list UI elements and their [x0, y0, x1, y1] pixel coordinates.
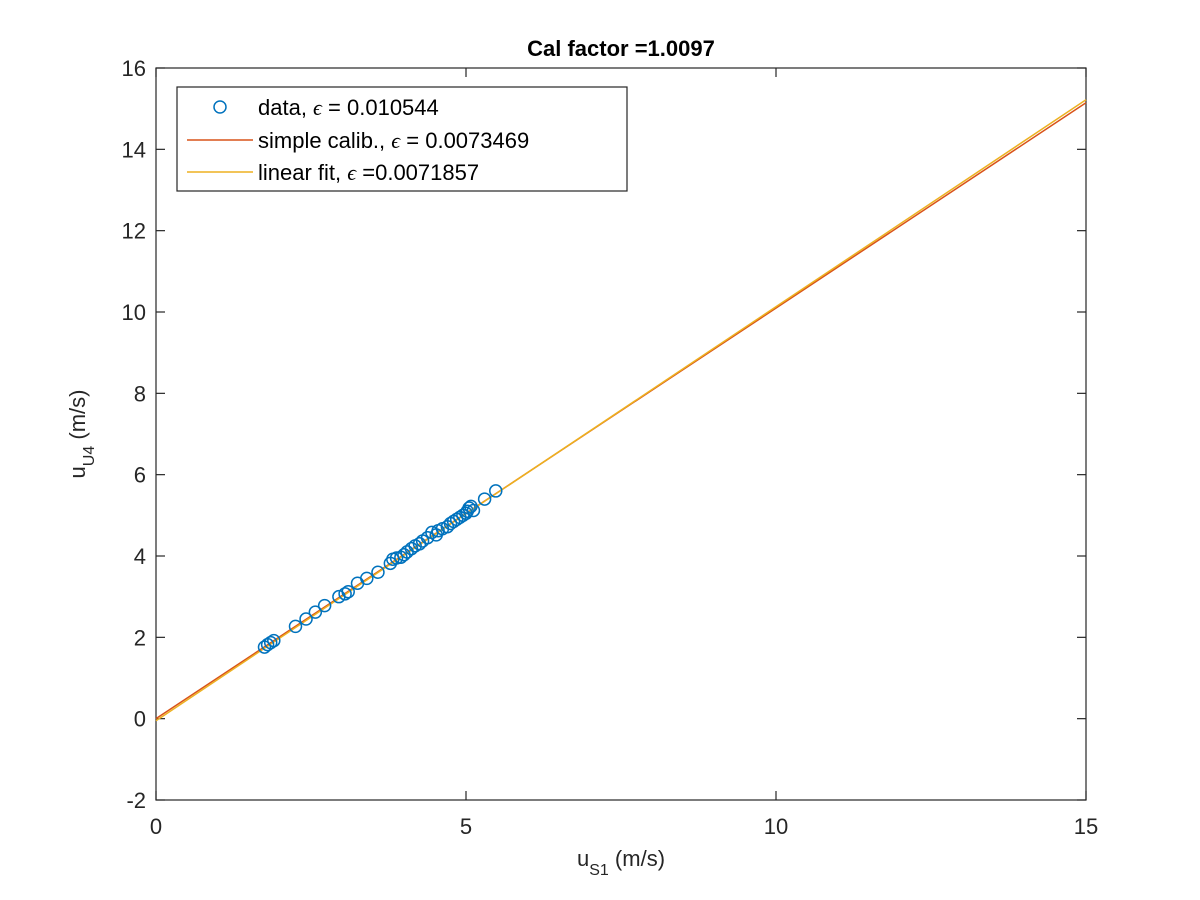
data-point	[371, 565, 385, 580]
data-point	[267, 633, 281, 648]
x-axis-label-base: u	[577, 846, 589, 871]
legend-entry-linear-eps: ϵ	[347, 160, 357, 185]
x-tick-label: 15	[1074, 814, 1098, 839]
legend-entry-data-eps: ϵ	[313, 95, 323, 120]
data-point	[477, 492, 492, 506]
data-point	[263, 635, 278, 650]
y-tick-label: 6	[134, 463, 146, 488]
y-tick-label: 16	[122, 56, 146, 81]
ticks	[155, 67, 1087, 801]
y-tick-label: 2	[134, 625, 146, 650]
legend-entry-data-post: = 0.010544	[322, 95, 439, 120]
data-point	[466, 503, 481, 518]
data-point	[489, 484, 503, 498]
data-point	[308, 605, 323, 619]
legend-entry-data-pre: data,	[258, 95, 313, 120]
data-point	[389, 551, 404, 565]
y-axis-label-sub: U4	[81, 446, 98, 467]
y-tick-label: -2	[126, 788, 146, 813]
data-point	[299, 612, 313, 626]
x-axis-label-sub: S1	[589, 862, 609, 879]
x-tick-labels: 0 5 10 15	[150, 814, 1098, 839]
y-axis-label-base: u	[65, 466, 90, 478]
legend-marker-data	[213, 100, 227, 114]
y-axis-label: uU4 (m/s)	[65, 390, 98, 479]
legend-entry-simple-pre: simple calib.,	[258, 128, 391, 153]
legend-box	[176, 86, 628, 192]
y-tick-label: 4	[134, 544, 146, 569]
x-tick-label: 5	[460, 814, 472, 839]
legend-entry-simple-post: = 0.0073469	[400, 128, 529, 153]
y-axis-label-unit: (m/s)	[65, 390, 90, 446]
data-point	[317, 598, 332, 613]
y-tick-labels: -2 0 2 4 6 8 10 12 14 16	[122, 56, 146, 813]
y-tick-label: 14	[122, 137, 146, 162]
legend-entry-linear-post: =0.0071857	[356, 160, 479, 185]
data-points	[257, 484, 503, 654]
x-axis-label: uS1 (m/s)	[577, 846, 665, 879]
x-axis-label-unit: (m/s)	[609, 846, 665, 871]
data-point	[338, 587, 352, 601]
legend-entry-linear-pre: linear fit,	[258, 160, 347, 185]
data-point	[360, 571, 374, 586]
legend: data, ϵ = 0.010544 simple calib., ϵ = 0.…	[176, 86, 628, 192]
y-tick-label: 8	[134, 381, 146, 406]
data-point	[288, 619, 303, 634]
legend-entry-linear: linear fit, ϵ =0.0071857	[258, 160, 479, 185]
y-tick-label: 12	[122, 219, 146, 244]
x-tick-label: 0	[150, 814, 162, 839]
legend-entry-simple: simple calib., ϵ = 0.0073469	[258, 128, 529, 153]
legend-entry-data: data, ϵ = 0.010544	[258, 95, 439, 120]
y-tick-label: 0	[134, 707, 146, 732]
legend-entry-simple-eps: ϵ	[391, 128, 401, 153]
chart-title: Cal factor =1.0097	[527, 36, 715, 61]
y-tick-label: 10	[122, 300, 146, 325]
data-point	[341, 585, 355, 599]
x-tick-label: 10	[764, 814, 788, 839]
